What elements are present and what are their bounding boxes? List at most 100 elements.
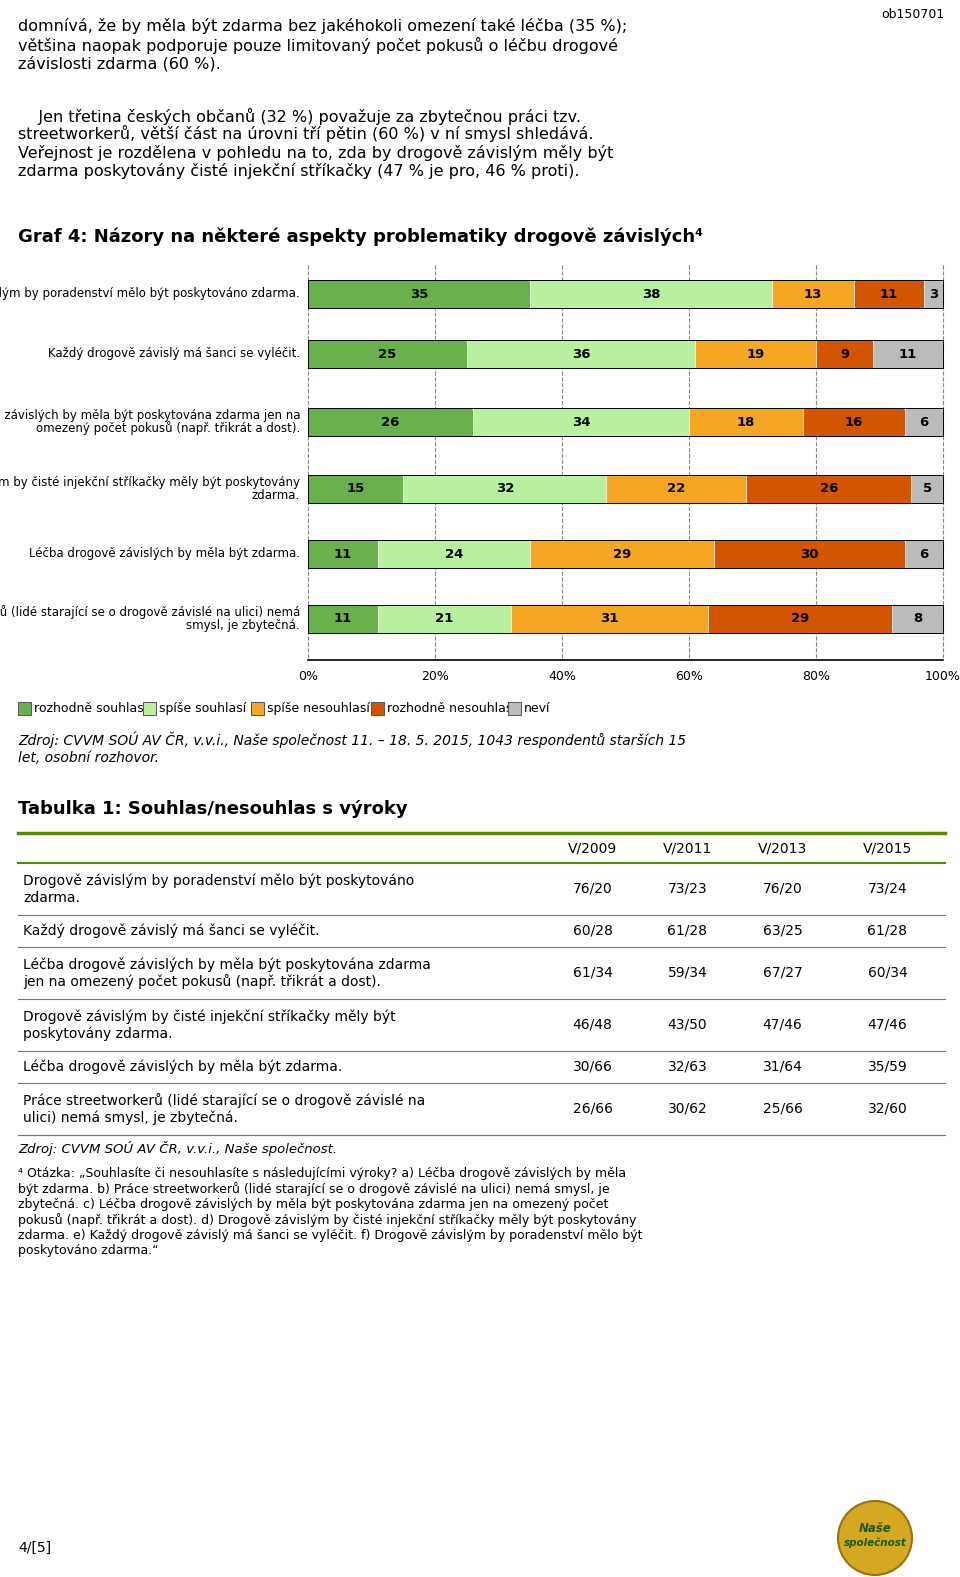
Text: spíše nesouhlasí: spíše nesouhlasí <box>267 702 371 714</box>
Text: neví: neví <box>524 702 551 714</box>
Text: 13: 13 <box>804 287 822 301</box>
Text: 29: 29 <box>613 547 632 560</box>
Bar <box>143 702 156 714</box>
Text: V/2015: V/2015 <box>863 841 912 855</box>
Bar <box>772 281 854 308</box>
Text: Léčba drogově závislých by měla být poskytována zdarma jen na: Léčba drogově závislých by měla být posk… <box>0 408 300 423</box>
Text: V/2013: V/2013 <box>757 841 807 855</box>
Text: 32/63: 32/63 <box>667 1060 708 1074</box>
Text: 5: 5 <box>923 483 932 495</box>
Bar <box>924 281 943 308</box>
Text: 73/23: 73/23 <box>668 882 708 896</box>
Text: 61/28: 61/28 <box>667 924 708 938</box>
Text: streetworkerů, větší část na úrovni tří pětin (60 %) v ní smysl shledává.
Veřejn: streetworkerů, větší část na úrovni tří … <box>18 125 613 180</box>
Text: 38: 38 <box>641 287 660 301</box>
Bar <box>308 408 943 435</box>
Text: 36: 36 <box>572 347 590 361</box>
Text: Naše: Naše <box>858 1522 892 1536</box>
Text: jen na omezený počet pokusů (např. třikrát a dost).: jen na omezený počet pokusů (např. třikr… <box>23 975 381 989</box>
Bar <box>308 281 943 308</box>
Text: 35/59: 35/59 <box>868 1060 907 1074</box>
Text: 19: 19 <box>747 347 765 361</box>
Bar <box>892 606 943 632</box>
Text: 15: 15 <box>347 483 365 495</box>
Bar <box>512 606 708 632</box>
Text: 26/66: 26/66 <box>572 1102 612 1117</box>
Text: 30/66: 30/66 <box>572 1060 612 1074</box>
Bar <box>804 408 905 435</box>
Text: společnost: společnost <box>844 1538 906 1549</box>
Bar <box>378 539 530 568</box>
Text: Tabulka 1: Souhlas/nesouhlas s výroky: Tabulka 1: Souhlas/nesouhlas s výroky <box>18 800 408 818</box>
Text: 100%: 100% <box>925 670 960 683</box>
Text: 30/62: 30/62 <box>667 1102 708 1117</box>
Text: 76/20: 76/20 <box>572 882 612 896</box>
Text: Léčba drogově závislých by měla být poskytována zdarma: Léčba drogově závislých by měla být posk… <box>23 957 431 971</box>
Text: zdarma.: zdarma. <box>252 489 300 501</box>
Bar <box>508 702 521 714</box>
Circle shape <box>838 1501 912 1575</box>
Text: 16: 16 <box>845 415 863 429</box>
Text: Zdroj: CVVM SOÚ AV ČR, v.v.i., Naše společnost.: Zdroj: CVVM SOÚ AV ČR, v.v.i., Naše spol… <box>18 1142 337 1156</box>
Bar <box>911 475 943 503</box>
Bar <box>371 702 384 714</box>
Bar <box>308 606 943 632</box>
Bar <box>308 606 378 632</box>
Bar <box>308 475 403 503</box>
Bar <box>708 606 892 632</box>
Text: Práce streetworkerů (lidé starající se o drogově závislé na: Práce streetworkerů (lidé starající se o… <box>23 1093 425 1109</box>
Text: 11: 11 <box>334 547 352 560</box>
Text: 6: 6 <box>920 415 928 429</box>
Text: smysl, je zbytečná.: smysl, je zbytečná. <box>186 620 300 632</box>
Bar <box>308 539 378 568</box>
Text: 43/50: 43/50 <box>668 1019 708 1031</box>
Text: 26: 26 <box>381 415 399 429</box>
Text: V/2009: V/2009 <box>568 841 617 855</box>
Text: 73/24: 73/24 <box>868 882 907 896</box>
Text: 76/20: 76/20 <box>762 882 803 896</box>
Text: 18: 18 <box>737 415 756 429</box>
Text: 34: 34 <box>572 415 590 429</box>
Text: Drogově závislým by čisté injekční stříkačky měly být poskytovány: Drogově závislým by čisté injekční střík… <box>0 476 300 489</box>
Text: 61/34: 61/34 <box>572 967 612 979</box>
Bar <box>308 281 530 308</box>
Text: Každý drogově závislý má šanci se vyléčit.: Každý drogově závislý má šanci se vyléči… <box>23 924 320 938</box>
Bar <box>252 702 264 714</box>
Bar <box>530 539 714 568</box>
Bar <box>874 341 943 367</box>
Text: 22: 22 <box>667 483 685 495</box>
Text: 61/28: 61/28 <box>868 924 907 938</box>
Bar <box>905 539 943 568</box>
Text: 25: 25 <box>378 347 396 361</box>
Bar <box>689 408 804 435</box>
Bar <box>378 606 512 632</box>
Text: ⁴ Otázka: „Souhlasíte či nesouhlasíte s následujícími výroky? a) Léčba drogově z: ⁴ Otázka: „Souhlasíte či nesouhlasíte s … <box>18 1167 642 1257</box>
Text: 0%: 0% <box>298 670 318 683</box>
Text: 31/64: 31/64 <box>762 1060 803 1074</box>
Text: 29: 29 <box>791 612 809 626</box>
Text: Drogově závislým by čisté injekční stříkačky měly být: Drogově závislým by čisté injekční střík… <box>23 1009 396 1023</box>
Text: 32/60: 32/60 <box>868 1102 907 1117</box>
Text: 11: 11 <box>899 347 917 361</box>
Text: 60%: 60% <box>675 670 703 683</box>
Text: 67/27: 67/27 <box>762 967 803 979</box>
Bar <box>308 475 943 503</box>
Text: 47/46: 47/46 <box>868 1019 907 1031</box>
Text: 63/25: 63/25 <box>762 924 803 938</box>
Text: 32: 32 <box>495 483 514 495</box>
Text: 35: 35 <box>410 287 428 301</box>
Bar <box>467 341 695 367</box>
Text: 60/34: 60/34 <box>868 967 907 979</box>
Text: rozhodně souhlasí: rozhodně souhlasí <box>34 702 147 714</box>
Text: 6: 6 <box>920 547 928 560</box>
Text: Drogově závislým by poradenství mělo být poskytováno zdarma.: Drogově závislým by poradenství mělo být… <box>0 287 300 301</box>
Text: 26: 26 <box>820 483 838 495</box>
Text: Práce streetworkerů (lidé starající se o drogově závislé na ulici) nemá: Práce streetworkerů (lidé starající se o… <box>0 606 300 620</box>
Text: 11: 11 <box>880 287 899 301</box>
Bar <box>607 475 746 503</box>
Text: Drogově závislým by poradenství mělo být poskytováno: Drogově závislým by poradenství mělo být… <box>23 874 415 888</box>
Text: 47/46: 47/46 <box>762 1019 803 1031</box>
Text: Graf 4: Názory na některé aspekty problematiky drogově závislých⁴: Graf 4: Názory na některé aspekty proble… <box>18 229 703 246</box>
Bar <box>854 281 924 308</box>
Text: 21: 21 <box>436 612 454 626</box>
